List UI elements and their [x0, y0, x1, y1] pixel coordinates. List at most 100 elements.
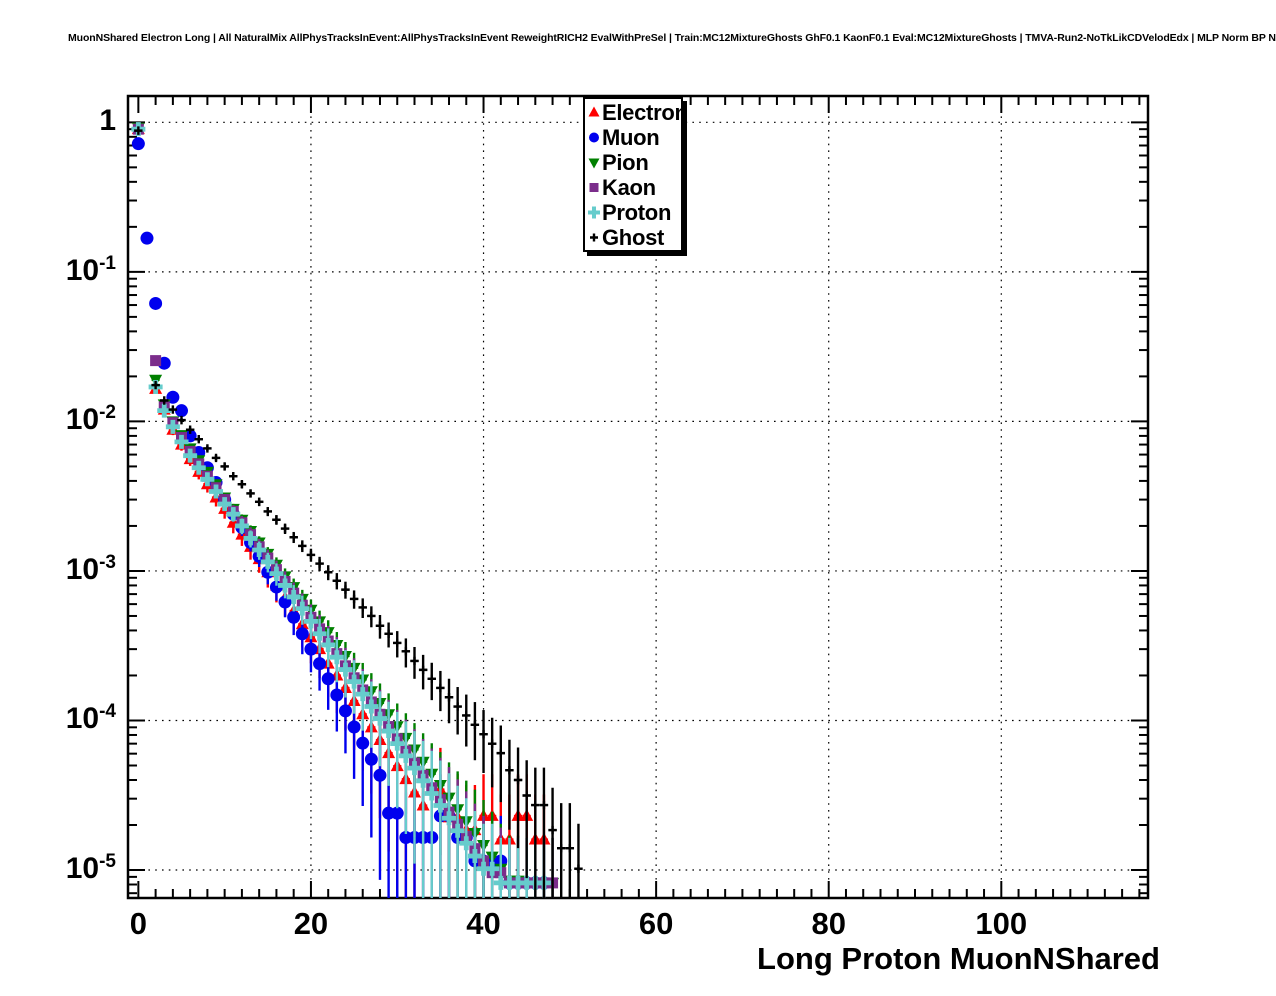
data-point — [237, 480, 247, 489]
data-point — [338, 662, 353, 677]
data-point — [303, 614, 318, 629]
square-icon — [585, 175, 602, 200]
data-point — [298, 541, 307, 551]
y-tick-label: 10-2 — [65, 402, 116, 437]
plot-frame — [126, 94, 1150, 900]
y-tick-label: 10-4 — [65, 701, 116, 736]
data-point — [321, 637, 336, 652]
data-point — [462, 711, 471, 720]
data-point — [324, 568, 333, 577]
data-point — [450, 823, 465, 838]
legend-label: Muon — [602, 124, 660, 150]
data-point — [295, 627, 309, 641]
data-point — [364, 699, 379, 714]
data-point — [427, 674, 436, 684]
data-point — [556, 843, 566, 853]
data-point — [209, 484, 224, 499]
x-tick-label: 80 — [811, 906, 846, 941]
data-point — [234, 518, 249, 533]
data-point — [341, 585, 350, 594]
data-point — [203, 444, 212, 453]
data-point — [416, 773, 431, 788]
x-tick-label: 40 — [466, 906, 501, 941]
data-point — [338, 704, 352, 718]
data-point — [401, 647, 411, 656]
legend-entry-kaon[interactable]: Kaon — [585, 175, 685, 200]
data-point — [487, 739, 497, 748]
data-point — [398, 748, 413, 763]
data-point — [280, 524, 290, 533]
legend-marker — [588, 158, 600, 169]
data-point — [289, 533, 298, 542]
data-point — [304, 642, 318, 656]
data-point — [321, 672, 335, 686]
legend-marker — [589, 132, 599, 143]
series-ghost — [134, 126, 583, 898]
data-point — [160, 396, 169, 405]
data-point — [263, 507, 272, 516]
data-point — [479, 729, 488, 739]
x-tick-label: 20 — [293, 906, 329, 941]
y-tick-label: 10-5 — [65, 851, 116, 886]
y-tick-label: 1 — [99, 104, 116, 138]
data-point — [505, 766, 514, 775]
data-point — [165, 419, 180, 434]
legend-entry-proton[interactable]: Proton — [585, 200, 685, 225]
x-tick-label: 0 — [129, 906, 147, 941]
data-point — [375, 621, 385, 630]
data-point — [356, 736, 370, 750]
data-point — [315, 559, 324, 568]
data-point — [470, 720, 480, 730]
data-point — [393, 638, 402, 648]
legend-entry-pion[interactable]: Pion — [585, 150, 685, 175]
legend-entry-ghost[interactable]: Ghost — [585, 225, 685, 250]
data-point — [381, 724, 396, 739]
data-point — [229, 472, 238, 481]
data-point — [442, 811, 457, 826]
data-point — [183, 448, 198, 463]
data-point — [254, 497, 264, 507]
circle-icon — [585, 125, 602, 150]
data-point — [312, 626, 327, 641]
data-point — [502, 875, 517, 890]
legend-marker — [590, 233, 598, 242]
data-point — [151, 380, 160, 390]
data-point — [269, 566, 284, 581]
data-point — [493, 875, 508, 890]
data-point — [531, 800, 540, 810]
data-point — [384, 629, 393, 638]
legend-entry-muon[interactable]: Muon — [585, 125, 685, 150]
legend-marker — [588, 206, 600, 219]
data-point — [286, 589, 301, 604]
data-point — [467, 849, 482, 864]
data-point — [272, 515, 281, 524]
data-point — [418, 665, 428, 675]
data-point — [295, 601, 310, 616]
data-point — [329, 650, 344, 665]
data-point — [364, 752, 378, 766]
data-point — [330, 688, 344, 702]
data-point — [306, 550, 316, 560]
data-point — [200, 472, 215, 487]
data-point — [358, 603, 367, 612]
data-point — [191, 460, 206, 475]
data-point — [355, 687, 370, 702]
data-point — [168, 405, 178, 414]
cross-icon — [585, 200, 602, 225]
data-point — [211, 453, 221, 463]
triangle-down-icon — [585, 150, 602, 175]
series-proton — [131, 122, 551, 898]
data-point — [157, 403, 172, 418]
data-point — [149, 296, 163, 310]
legend-entry-electron[interactable]: Electron — [585, 100, 688, 125]
data-point — [424, 786, 439, 801]
data-point — [410, 656, 419, 666]
data-point — [140, 231, 154, 245]
data-point — [574, 864, 583, 873]
data-point — [511, 875, 526, 890]
legend-marker — [589, 183, 599, 192]
data-point — [565, 843, 575, 853]
data-point — [252, 543, 267, 558]
